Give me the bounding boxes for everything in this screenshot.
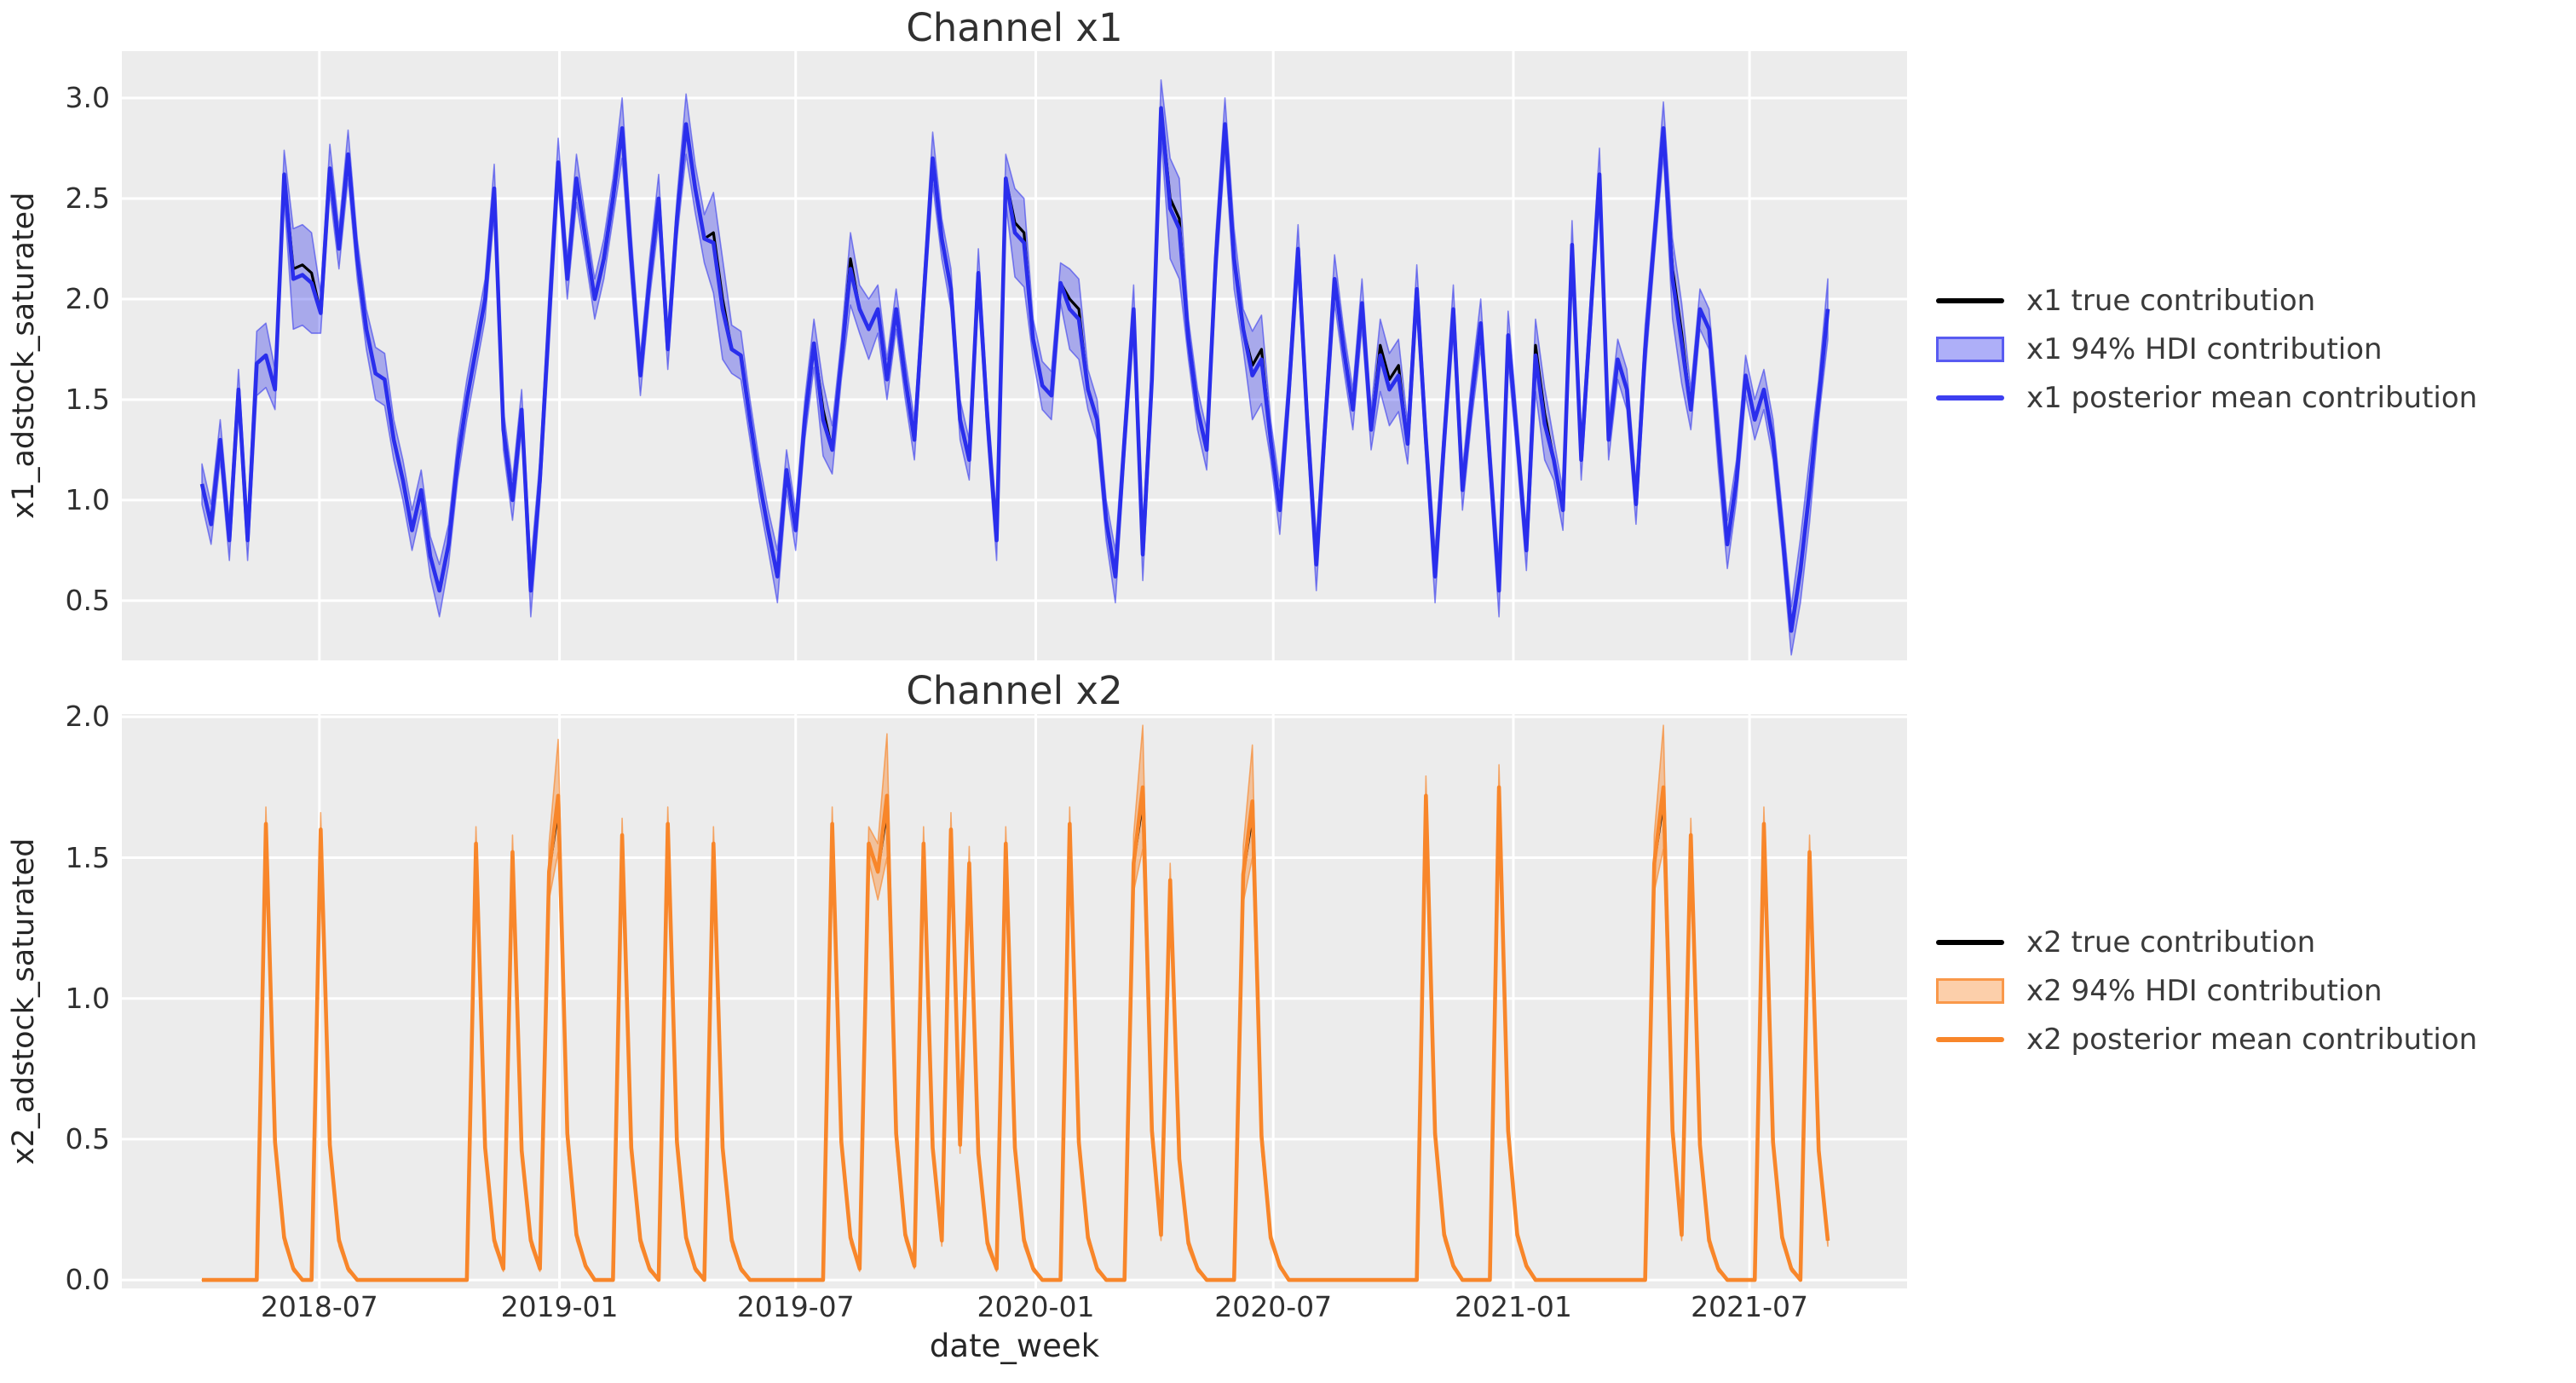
plot-area-channel-x1 [122, 51, 1907, 660]
legend-item: x2 true contribution [1936, 918, 2477, 966]
posterior-mean-line [202, 785, 1830, 1282]
legend-label: x2 posterior mean contribution [2026, 1022, 2478, 1057]
legend-item: x2 posterior mean contribution [1936, 1015, 2477, 1063]
legend-item: x1 posterior mean contribution [1936, 373, 2477, 422]
legend-hdi-patch-swatch [1936, 336, 2004, 362]
legend-label: x1 posterior mean contribution [2026, 380, 2478, 415]
x-tick-label: 2020-07 [1214, 1290, 1333, 1323]
legend-label: x2 true contribution [2026, 925, 2316, 959]
x-axis-label: date_week [929, 1328, 1100, 1364]
y-tick-label: 2.5 [65, 181, 110, 215]
x-tick-label: 2018-07 [260, 1290, 378, 1323]
y-tick-label: 0.5 [65, 583, 110, 617]
legend-channel-x2: x2 true contribution x2 94% HDI contribut… [1936, 918, 2477, 1063]
x-tick-label: 2021-07 [1691, 1290, 1809, 1323]
legend-line-swatch [1936, 1036, 2004, 1042]
y-tick-label: 1.0 [65, 981, 110, 1015]
x-tick-label: 2019-07 [736, 1290, 855, 1323]
legend-item: x2 94% HDI contribution [1936, 966, 2477, 1015]
plot-title-channel-x1: Channel x1 [906, 5, 1123, 50]
x-tick-label: 2021-01 [1455, 1290, 1572, 1323]
legend-line-swatch [1936, 395, 2004, 400]
axes-background [122, 51, 1907, 660]
y-tick-label: 1.5 [65, 382, 110, 416]
legend-line-swatch [1936, 297, 2004, 303]
legend-label: x2 94% HDI contribution [2026, 973, 2383, 1008]
axes-background [122, 714, 1907, 1288]
y-tick-label: 2.0 [65, 700, 110, 734]
y-tick-label: 0.5 [65, 1121, 110, 1155]
legend-label: x1 true contribution [2026, 283, 2316, 318]
plot-title-channel-x2: Channel x2 [906, 668, 1123, 713]
y-tick-label: 3.0 [65, 80, 110, 114]
legend-line-swatch [1936, 939, 2004, 945]
posterior-mean-line [199, 106, 1830, 633]
x-tick-label: 2020-01 [977, 1290, 1095, 1323]
y-axis-label-x1: x1_adstock_saturated [7, 192, 41, 520]
legend-label: x1 94% HDI contribution [2026, 331, 2383, 366]
y-tick-label: 0.0 [65, 1263, 110, 1297]
y-tick-label: 1.0 [65, 482, 110, 516]
legend-hdi-patch-swatch [1936, 977, 2004, 1004]
x-tick-label: 2019-01 [500, 1290, 619, 1323]
legend-item: x1 true contribution [1936, 276, 2477, 325]
plot-area-channel-x2 [122, 714, 1907, 1288]
legend-channel-x1: x1 true contribution x1 94% HDI contribut… [1936, 276, 2477, 422]
legend-item: x1 94% HDI contribution [1936, 325, 2477, 373]
y-tick-label: 2.0 [65, 281, 110, 315]
y-tick-label: 1.5 [65, 840, 110, 874]
